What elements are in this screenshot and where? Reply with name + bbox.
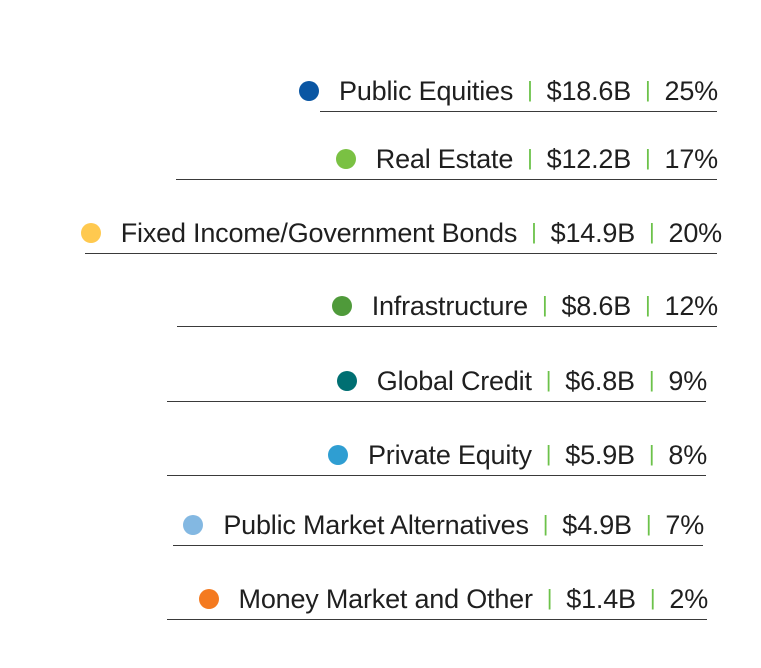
asset-value: $14.9B xyxy=(550,217,636,248)
legend-row-content: Public Market Alternatives | $4.9B | 7% xyxy=(183,506,704,544)
legend-row: Money Market and Other | $1.4B | 2% xyxy=(167,580,708,620)
asset-class-label: Real Estate xyxy=(375,143,514,174)
asset-value: $8.6B xyxy=(561,290,632,321)
row-underline xyxy=(320,111,717,112)
legend-row: Private Equity | $5.9B | 8% xyxy=(167,436,707,476)
asset-value: $6.8B xyxy=(565,365,635,396)
separator-bar: | xyxy=(545,367,552,392)
legend-row: Public Equities | $18.6B | 25% xyxy=(299,72,718,112)
dark-blue-dot-icon xyxy=(299,81,320,101)
legend-row: Public Market Alternatives | $4.9B | 7% xyxy=(173,506,704,546)
separator-bar: | xyxy=(645,77,651,102)
asset-percent: 20% xyxy=(668,217,723,248)
asset-percent: 8% xyxy=(668,439,707,470)
asset-percent: 12% xyxy=(664,290,719,321)
asset-value: $1.4B xyxy=(566,583,636,614)
legend-row-content: Fixed Income/Government Bonds | $14.9B | 20% xyxy=(80,214,723,252)
light-green-dot-icon xyxy=(335,149,356,169)
light-blue-dot-icon xyxy=(183,515,204,535)
legend-row-content: Public Equities | $18.6B | 25% xyxy=(299,72,718,110)
separator-bar: | xyxy=(649,219,655,244)
asset-percent: 9% xyxy=(668,365,707,396)
separator-bar: | xyxy=(531,219,537,244)
asset-class-label: Public Market Alternatives xyxy=(223,509,529,540)
separator-bar: | xyxy=(649,585,656,610)
row-underline xyxy=(176,179,717,180)
teal-dot-icon xyxy=(336,371,357,391)
asset-value: $12.2B xyxy=(546,143,632,174)
asset-percent: 17% xyxy=(664,143,719,174)
asset-class-label: Money Market and Other xyxy=(238,583,533,614)
row-underline xyxy=(167,619,707,620)
legend-row: Real Estate | $12.2B | 17% xyxy=(176,140,719,180)
separator-bar: | xyxy=(645,511,652,536)
yellow-dot-icon xyxy=(80,223,101,243)
legend-row-content: Money Market and Other | $1.4B | 2% xyxy=(198,580,708,618)
asset-class-label: Public Equities xyxy=(339,75,514,106)
separator-bar: | xyxy=(546,585,553,610)
asset-percent: 2% xyxy=(669,583,708,614)
legend-row-content: Global Credit | $6.8B | 9% xyxy=(336,362,707,400)
asset-value: $5.9B xyxy=(565,439,635,470)
asset-class-label: Infrastructure xyxy=(371,290,528,321)
legend-row-content: Infrastructure | $8.6B | 12% xyxy=(331,287,719,325)
legend-row-content: Private Equity | $5.9B | 8% xyxy=(328,436,707,474)
asset-percent: 25% xyxy=(664,75,719,106)
legend-row-content: Real Estate | $12.2B | 17% xyxy=(335,140,719,178)
separator-bar: | xyxy=(545,441,552,466)
separator-bar: | xyxy=(527,145,533,170)
separator-bar: | xyxy=(542,511,549,536)
blue-dot-icon xyxy=(328,445,348,465)
asset-percent: 7% xyxy=(665,509,704,540)
row-underline xyxy=(173,545,703,546)
row-underline xyxy=(167,475,706,476)
asset-value: $18.6B xyxy=(546,75,632,106)
legend-row: Infrastructure | $8.6B | 12% xyxy=(177,287,719,327)
separator-bar: | xyxy=(645,292,651,317)
asset-class-label: Fixed Income/Government Bonds xyxy=(120,217,518,248)
separator-bar: | xyxy=(527,77,533,102)
separator-bar: | xyxy=(541,292,548,317)
asset-class-label: Private Equity xyxy=(368,439,532,470)
row-underline xyxy=(177,326,717,327)
legend-row: Fixed Income/Government Bonds | $14.9B | 20% xyxy=(80,214,722,254)
separator-bar: | xyxy=(645,145,651,170)
asset-value: $4.9B xyxy=(562,509,632,540)
separator-bar: | xyxy=(648,441,655,466)
legend-row: Global Credit | $6.8B | 9% xyxy=(167,362,707,402)
separator-bar: | xyxy=(648,367,655,392)
green-dot-icon xyxy=(331,296,352,316)
orange-dot-icon xyxy=(198,589,219,609)
asset-class-label: Global Credit xyxy=(376,365,532,396)
row-underline xyxy=(85,253,717,254)
row-underline xyxy=(167,401,706,402)
